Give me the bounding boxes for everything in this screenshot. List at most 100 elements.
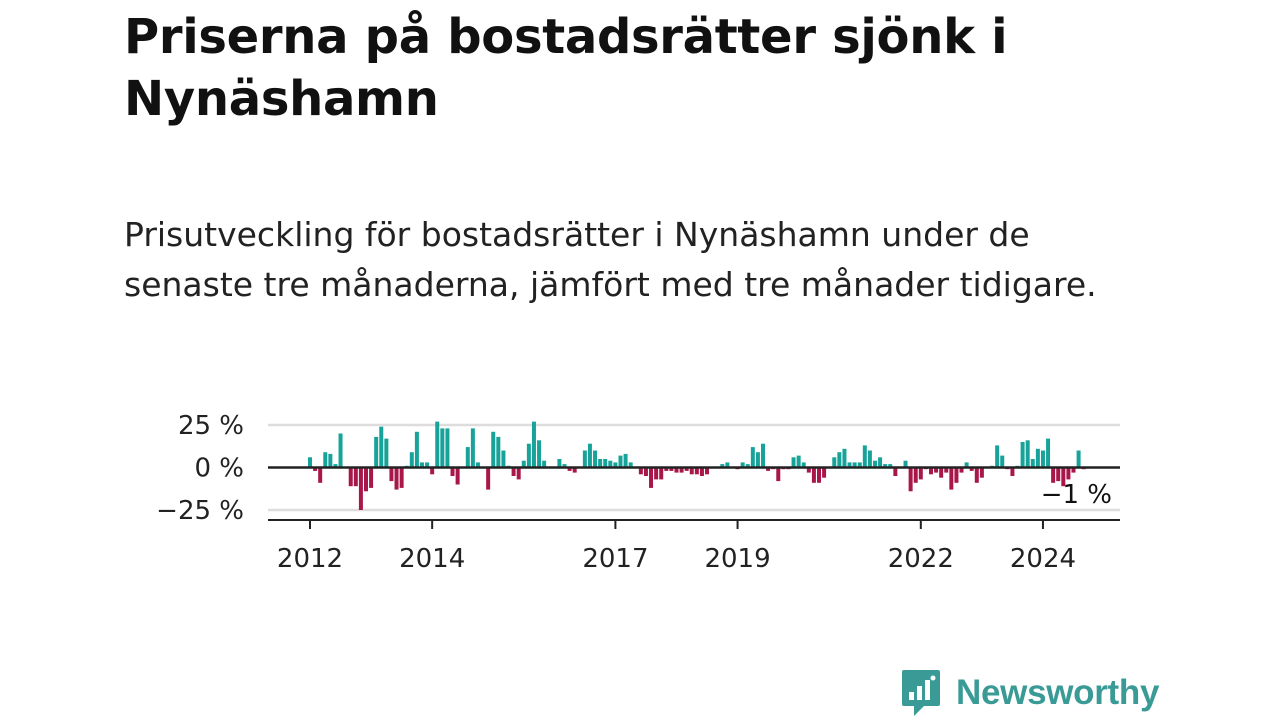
bar <box>470 428 475 468</box>
bar <box>817 467 821 483</box>
y-axis-labels: 25 % 0 % −25 % <box>156 411 244 526</box>
bar <box>740 462 745 468</box>
bar <box>842 448 847 468</box>
bar <box>542 460 547 468</box>
bar <box>562 464 567 468</box>
bar <box>878 457 883 468</box>
bar <box>308 457 312 468</box>
bar <box>949 467 954 490</box>
bar <box>1030 459 1035 468</box>
bar <box>1071 467 1076 473</box>
bar <box>465 447 470 468</box>
bar <box>531 421 536 468</box>
bar <box>857 462 862 468</box>
bar <box>745 464 750 468</box>
bar <box>979 467 984 478</box>
x-tick-label: 2017 <box>582 544 648 574</box>
bar <box>1025 440 1030 468</box>
bar <box>791 457 796 468</box>
bar <box>501 450 506 468</box>
bar <box>847 462 852 468</box>
bar <box>852 462 857 468</box>
bar <box>674 467 679 473</box>
bar <box>755 452 760 468</box>
bar <box>1076 450 1081 468</box>
bar <box>995 445 1000 468</box>
bar <box>811 467 816 483</box>
bar <box>511 467 516 476</box>
x-tick-label: 2014 <box>399 544 465 574</box>
bar <box>1046 438 1051 468</box>
bar <box>761 443 766 468</box>
bars <box>308 421 1086 510</box>
bar <box>699 467 704 476</box>
bar <box>445 428 450 468</box>
bar <box>425 462 430 468</box>
bar <box>964 462 969 468</box>
bar <box>521 460 526 468</box>
bar <box>766 467 771 471</box>
bar <box>419 462 424 468</box>
bar <box>908 467 913 492</box>
bar <box>353 467 358 487</box>
bar <box>1056 467 1061 482</box>
bar <box>913 467 918 483</box>
bar <box>537 440 542 468</box>
bar <box>806 467 811 473</box>
bar <box>1035 448 1040 468</box>
bar <box>323 452 328 468</box>
bar <box>379 426 384 468</box>
bar <box>725 462 730 468</box>
bar <box>455 467 460 485</box>
bar <box>399 467 404 488</box>
bar <box>669 467 674 471</box>
bar <box>348 467 353 487</box>
bar <box>903 460 908 468</box>
bar <box>888 464 893 468</box>
bar <box>959 467 964 473</box>
bar <box>974 467 979 483</box>
bar <box>649 467 654 488</box>
bar <box>587 443 592 468</box>
bar <box>939 467 944 478</box>
bar <box>394 467 399 490</box>
bar <box>832 457 837 468</box>
bar <box>435 421 440 468</box>
bar <box>516 467 521 480</box>
bar <box>1061 467 1066 487</box>
bar <box>608 460 613 468</box>
bar <box>374 436 379 468</box>
bar <box>1000 455 1005 468</box>
y-tick-label: −25 % <box>156 496 244 526</box>
y-tick-label: 25 % <box>178 411 244 441</box>
bar <box>1020 442 1025 468</box>
bar <box>486 467 491 490</box>
bar <box>796 455 801 468</box>
bar <box>801 462 806 468</box>
bar <box>582 450 587 468</box>
brand: Newsworthy <box>900 668 1159 718</box>
brand-name: Newsworthy <box>956 673 1160 712</box>
bar <box>822 467 827 478</box>
bar <box>638 467 643 475</box>
bar <box>659 467 664 480</box>
bar <box>694 467 699 475</box>
bar <box>684 467 689 471</box>
bar <box>689 467 694 475</box>
bar <box>954 467 959 483</box>
bar <box>720 464 725 468</box>
bar <box>883 464 888 468</box>
bar <box>598 459 603 468</box>
bar <box>776 467 781 482</box>
bar <box>369 467 374 488</box>
x-tick-label: 2022 <box>888 544 954 574</box>
bar <box>643 467 648 476</box>
bar <box>679 467 684 473</box>
bar <box>862 445 867 468</box>
bar-chart: 25 % 0 % −25 % 2012 2014 2017 2019 2022 2024 −1… <box>156 411 1120 574</box>
bar <box>572 467 577 473</box>
bar <box>969 467 974 471</box>
bar <box>313 467 318 471</box>
bar <box>613 462 618 468</box>
bar <box>475 462 480 468</box>
